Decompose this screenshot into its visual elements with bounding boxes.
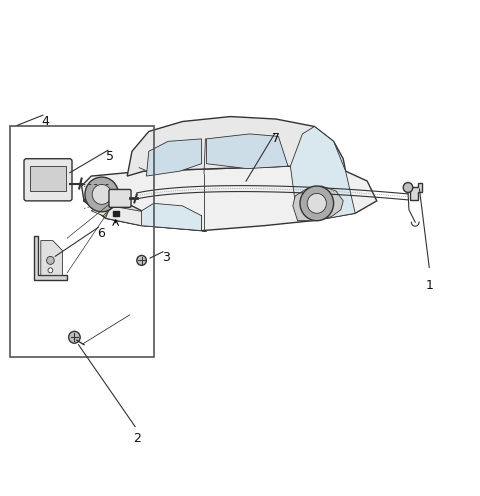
- Circle shape: [47, 256, 54, 264]
- FancyBboxPatch shape: [24, 159, 72, 201]
- Bar: [10, 126, 154, 357]
- Polygon shape: [84, 186, 122, 211]
- Polygon shape: [142, 203, 202, 231]
- Text: 1: 1: [426, 279, 433, 292]
- Polygon shape: [410, 183, 422, 200]
- Circle shape: [300, 186, 334, 221]
- Polygon shape: [34, 236, 67, 280]
- Text: 6: 6: [97, 227, 105, 240]
- Polygon shape: [293, 186, 343, 221]
- Bar: [30, 166, 66, 191]
- Circle shape: [137, 255, 146, 265]
- Circle shape: [92, 185, 111, 204]
- Polygon shape: [290, 126, 355, 221]
- Text: 2: 2: [133, 433, 141, 445]
- Polygon shape: [146, 139, 202, 176]
- Text: 4: 4: [42, 115, 49, 128]
- Text: 7: 7: [272, 132, 280, 145]
- FancyBboxPatch shape: [109, 189, 131, 207]
- Polygon shape: [127, 117, 346, 176]
- Polygon shape: [82, 166, 377, 231]
- Text: 3: 3: [162, 251, 169, 264]
- Polygon shape: [84, 191, 142, 226]
- Circle shape: [48, 268, 53, 273]
- Circle shape: [69, 331, 80, 343]
- Circle shape: [85, 177, 119, 212]
- Polygon shape: [91, 206, 108, 216]
- Polygon shape: [41, 241, 62, 275]
- Circle shape: [307, 193, 326, 213]
- Bar: [113, 211, 119, 216]
- Text: 5: 5: [107, 150, 114, 163]
- Polygon shape: [206, 134, 288, 169]
- Polygon shape: [106, 206, 202, 231]
- Circle shape: [403, 183, 413, 192]
